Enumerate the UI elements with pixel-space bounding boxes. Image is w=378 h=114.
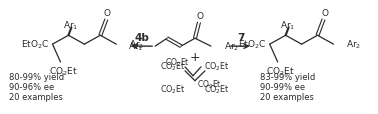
Text: O: O [197, 12, 203, 21]
Text: 7: 7 [237, 33, 245, 43]
Text: CO$_2$Et: CO$_2$Et [266, 65, 295, 77]
Text: Ar$_1$: Ar$_1$ [128, 40, 143, 53]
Text: 20 examples: 20 examples [260, 92, 314, 101]
Text: CO$_2$Et: CO$_2$Et [204, 60, 230, 73]
Text: CO$_2$Et: CO$_2$Et [204, 83, 230, 95]
Text: 83-99% yield: 83-99% yield [260, 73, 315, 82]
Text: O: O [104, 9, 111, 18]
Text: 4b: 4b [135, 33, 150, 43]
Text: Ar$_1$: Ar$_1$ [63, 19, 78, 31]
Text: Ar$_1$: Ar$_1$ [280, 19, 295, 31]
Text: CO$_2$Et: CO$_2$Et [160, 60, 186, 73]
Text: CO$_2$Et: CO$_2$Et [165, 56, 189, 69]
Text: Ar$_2$: Ar$_2$ [346, 39, 362, 51]
Text: 90-99% ee: 90-99% ee [260, 82, 305, 91]
Text: 80-99% yield: 80-99% yield [9, 73, 64, 82]
Text: Ar$_2$: Ar$_2$ [224, 40, 239, 53]
Text: CO$_2$Et: CO$_2$Et [49, 65, 78, 77]
Text: CO$_2$Et: CO$_2$Et [160, 83, 186, 95]
Text: 20 examples: 20 examples [9, 92, 62, 101]
Text: Ar$_2$: Ar$_2$ [129, 39, 144, 51]
Text: 90-96% ee: 90-96% ee [9, 82, 54, 91]
Text: +: + [190, 51, 200, 64]
Text: EtO$_2$C: EtO$_2$C [21, 39, 50, 51]
Text: EtO$_2$C: EtO$_2$C [238, 39, 267, 51]
Text: CO$_2$Et: CO$_2$Et [197, 78, 221, 90]
Text: O: O [321, 9, 328, 18]
